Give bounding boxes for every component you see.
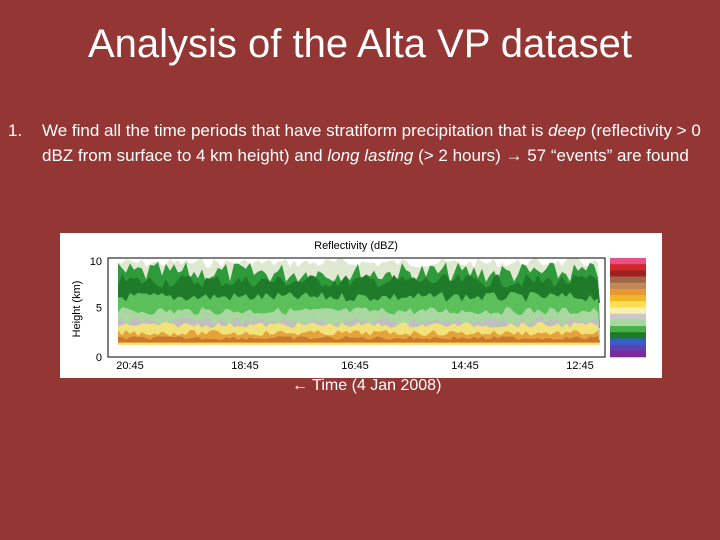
colorbar-swatch: [610, 313, 646, 321]
colorbar-swatch: [610, 264, 646, 271]
colorbar-swatch: [610, 332, 646, 339]
colorbar-swatch: [610, 301, 646, 308]
y-label: Height (km): [71, 281, 83, 338]
echo-layer: [118, 336, 600, 342]
figure-caption: ← Time (4 Jan 2008): [292, 377, 442, 394]
colorbar-swatch: [610, 326, 646, 333]
colorbar-swatch: [610, 295, 646, 302]
text-segment: We find all the time periods that have s…: [42, 121, 549, 140]
text-segment: (reflectivity > 0 dBZ from surface to 4 …: [42, 121, 701, 165]
bullet-list: 1. We find all the time periods that have…: [8, 118, 708, 168]
colorbar-swatch: [610, 282, 646, 290]
y-tick-label: 5: [96, 303, 102, 315]
x-tick-label: 12:45: [566, 360, 594, 372]
colorbar-swatch: [610, 344, 646, 352]
y-tick-label: 10: [90, 256, 102, 268]
echo-layer: [118, 274, 600, 303]
colorbar-swatch: [610, 258, 646, 265]
colorbar-swatch: [610, 350, 646, 358]
colorbar-swatch: [610, 307, 646, 314]
colorbar-swatch: [610, 276, 646, 284]
x-tick-label: 18:45: [231, 360, 259, 372]
y-tick-label: 0: [96, 352, 102, 364]
text-segment: deep: [548, 121, 586, 140]
x-tick-label: 20:45: [116, 360, 144, 372]
plot-frame: [107, 257, 606, 358]
figure-title: Reflectivity (dBZ): [314, 240, 398, 252]
text-segment: (> 2 hours) → 57 “events” are found: [413, 146, 689, 165]
slide-title: Analysis of the Alta VP dataset: [87, 22, 633, 66]
text-segment: long lasting: [327, 146, 414, 165]
colorbar-swatch: [610, 270, 646, 277]
colorbar-swatch: [610, 319, 646, 327]
list-item: 1. We find all the time periods that have…: [8, 118, 708, 168]
radar-figure: Reflectivity (dBZ) Height (km) 10 5 0 20:45…: [60, 233, 662, 378]
radar-plot: [118, 258, 600, 345]
x-tick-label: 16:45: [341, 360, 369, 372]
x-tick-label: 14:45: [451, 360, 479, 372]
colorbar: [610, 258, 646, 358]
list-number: 1.: [8, 121, 23, 140]
colorbar-swatch: [610, 338, 646, 345]
colorbar-swatch: [610, 288, 646, 296]
